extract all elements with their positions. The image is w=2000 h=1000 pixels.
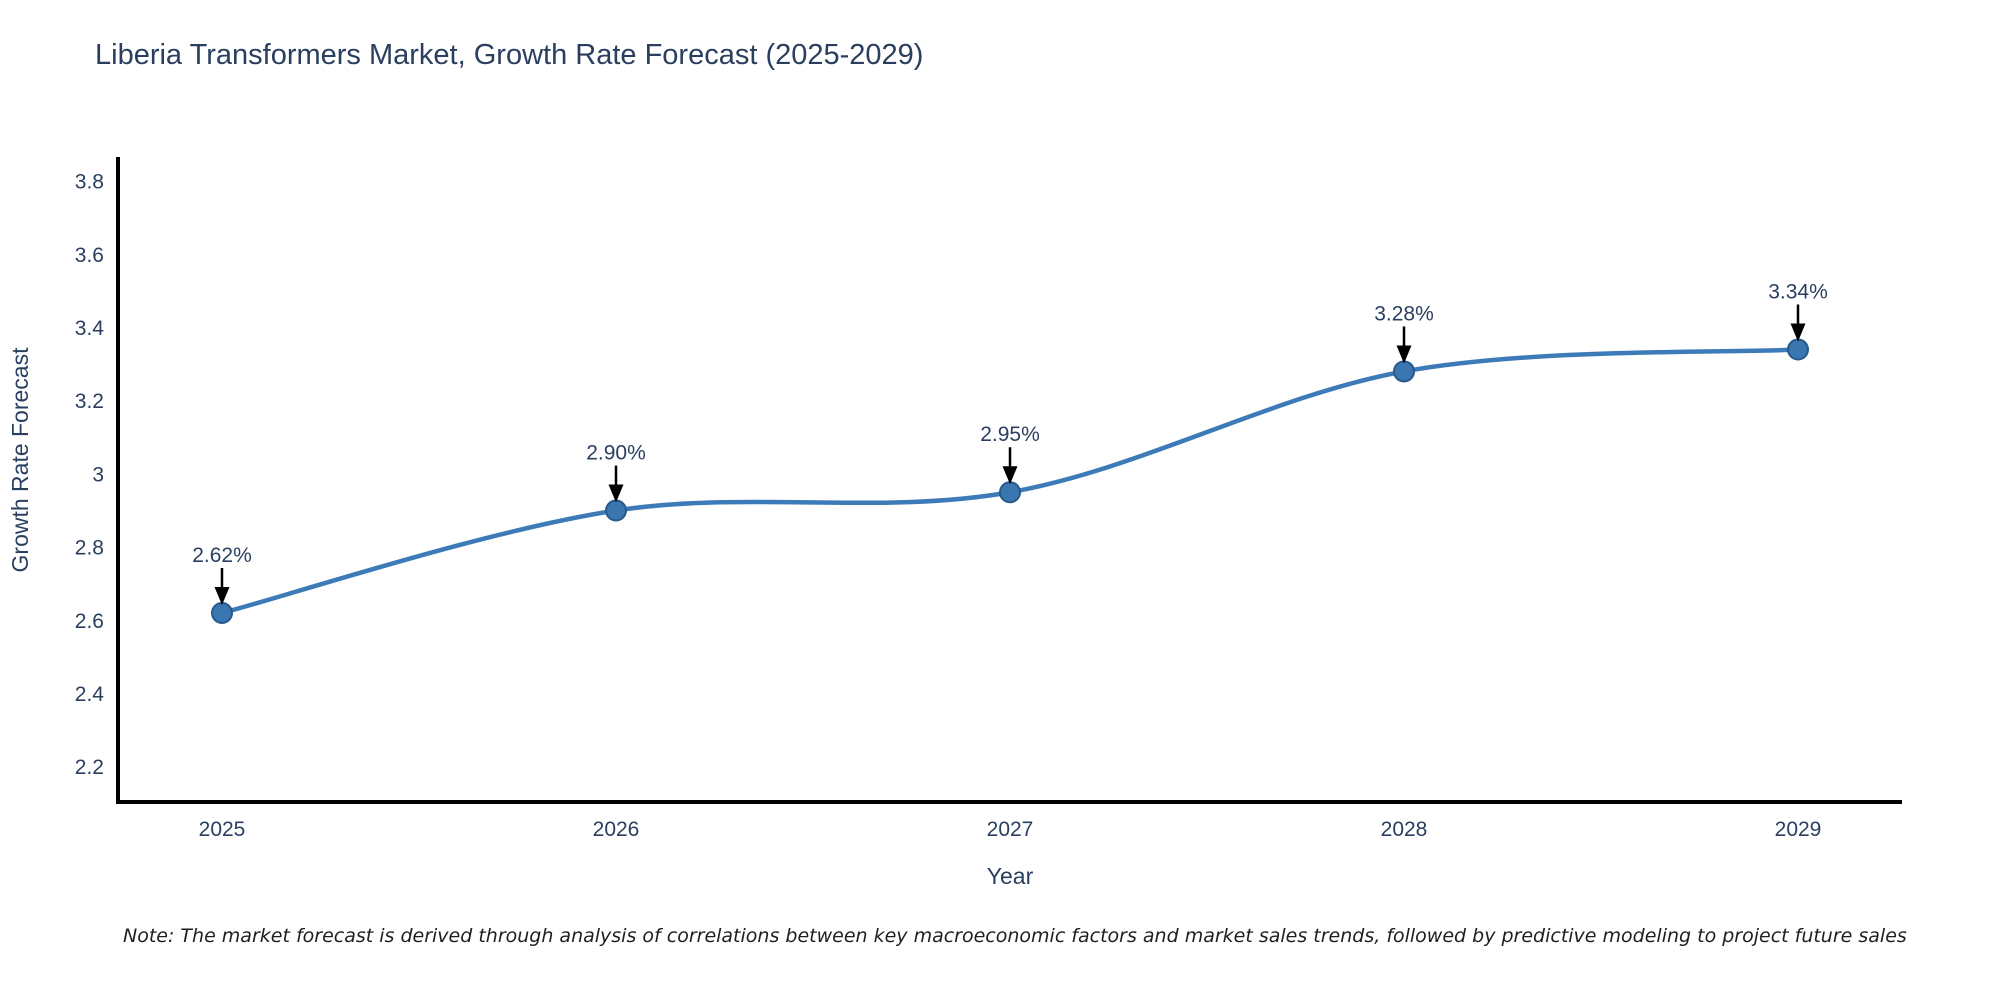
data-point-marker[interactable] (999, 481, 1021, 504)
footnote: Note: The market forecast is derived thr… (123, 925, 1907, 947)
annotation-arrowhead-icon (608, 484, 624, 503)
y-tick-label: 3.8 (75, 171, 104, 194)
x-tick-label: 2025 (199, 818, 246, 841)
x-tick-label: 2026 (593, 818, 640, 841)
point-annotation: 2.62% (192, 544, 252, 605)
x-axis-tick-labels: 2025 2026 2027 2028 2029 (199, 818, 1822, 841)
data-point-marker[interactable] (605, 499, 627, 522)
data-point-marker[interactable] (211, 601, 233, 624)
data-point-marker[interactable] (1393, 360, 1415, 383)
y-tick-label: 3 (92, 463, 104, 486)
data-point-marker[interactable] (1787, 338, 1809, 361)
point-annotation: 3.28% (1374, 302, 1434, 364)
point-annotation-label: 2.95% (980, 423, 1040, 446)
point-annotation-label: 3.28% (1374, 302, 1434, 325)
y-tick-label: 2.8 (75, 537, 104, 560)
y-tick-label: 3.6 (75, 244, 104, 267)
y-tick-label: 2.2 (75, 756, 104, 779)
annotation-arrowhead-icon (214, 586, 230, 605)
y-tick-label: 3.4 (75, 317, 105, 340)
point-annotation-label: 2.90% (586, 442, 646, 465)
x-tick-label: 2027 (987, 818, 1034, 841)
chart-title: Liberia Transformers Market, Growth Rate… (95, 39, 923, 71)
y-axis-tick-labels: 2.2 2.4 2.6 2.8 3 3.2 3.4 3.6 3.8 (75, 171, 105, 780)
x-tick-label: 2029 (1775, 818, 1822, 841)
y-tick-label: 2.6 (75, 610, 104, 633)
y-tick-label: 3.2 (75, 390, 104, 413)
annotation-arrowhead-icon (1790, 323, 1806, 342)
y-axis-title: Growth Rate Forecast (7, 347, 33, 573)
point-annotation: 2.90% (586, 442, 646, 503)
y-tick-label: 2.4 (75, 683, 105, 706)
point-annotation: 2.95% (980, 423, 1040, 485)
x-axis-title: Year (987, 863, 1034, 889)
annotations: 2.62% 2.90% 2.95% 3.28% 3.34% (192, 280, 1828, 605)
point-annotation-label: 2.62% (192, 544, 252, 567)
data-point-markers[interactable] (211, 338, 1809, 624)
annotation-arrowhead-icon (1002, 466, 1018, 485)
point-annotation: 3.34% (1768, 280, 1828, 342)
annotation-arrowhead-icon (1396, 345, 1412, 364)
point-annotation-label: 3.34% (1768, 280, 1828, 303)
x-tick-label: 2028 (1381, 818, 1428, 841)
